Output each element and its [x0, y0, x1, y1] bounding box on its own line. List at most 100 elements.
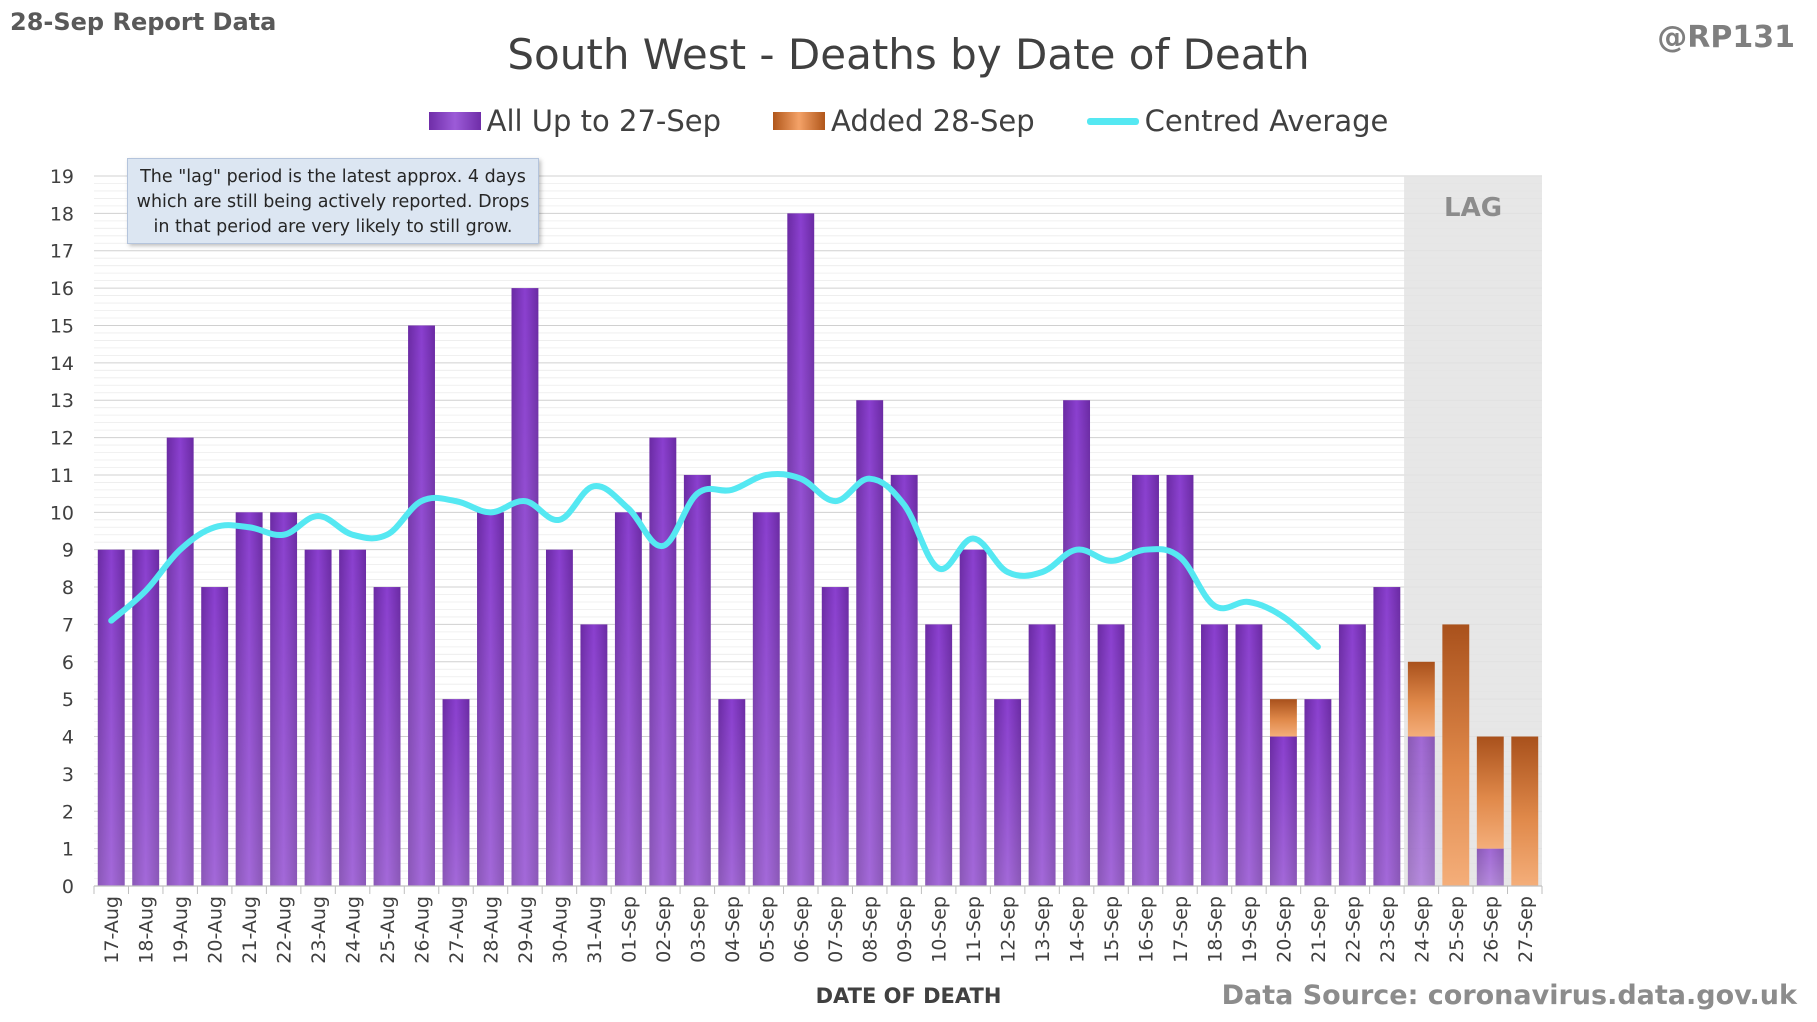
x-tick-label: 30-Aug	[549, 896, 571, 964]
x-tick-label: 19-Aug	[170, 896, 192, 964]
y-tick-label: 10	[50, 502, 74, 524]
bar-existing-sheen	[339, 549, 367, 886]
x-tick-label: 26-Aug	[412, 896, 434, 964]
y-tick-label: 8	[62, 577, 74, 599]
bar-added	[1407, 661, 1435, 737]
y-tick-label: 19	[50, 166, 74, 188]
legend-swatch-average	[1086, 117, 1139, 125]
bar-existing-sheen	[856, 400, 884, 886]
bar-added	[1476, 736, 1504, 849]
lag-note-box: The "lag" period is the latest approx. 4…	[127, 158, 539, 244]
x-tick-label: 06-Sep	[791, 896, 813, 963]
legend-item-average: Centred Average	[1086, 104, 1388, 138]
data-source-label: Data Source: coronavirus.data.gov.uk	[1221, 980, 1797, 1011]
bar-existing-sheen	[1407, 736, 1435, 886]
bar-existing-sheen	[1304, 699, 1332, 886]
x-tick-label: 22-Aug	[274, 896, 296, 964]
x-tick-label: 17-Sep	[1170, 896, 1192, 963]
bar-existing-sheen	[925, 624, 953, 886]
x-tick-label: 12-Sep	[998, 896, 1020, 963]
x-tick-label: 28-Aug	[480, 896, 502, 964]
x-tick-label: 01-Sep	[618, 896, 640, 963]
bar-existing-sheen	[166, 437, 194, 886]
average-line	[108, 471, 1321, 650]
bar-existing-sheen	[649, 437, 677, 886]
y-tick-label: 15	[50, 315, 74, 337]
legend-item-existing: All Up to 27-Sep	[428, 104, 722, 138]
bar-existing-sheen	[959, 549, 987, 886]
legend-swatch-added	[773, 112, 826, 130]
x-tick-label: 21-Aug	[239, 896, 261, 964]
bar-existing-sheen	[1063, 400, 1091, 886]
bar-existing-sheen	[683, 474, 711, 886]
y-tick-label: 14	[50, 353, 74, 375]
x-tick-label: 25-Sep	[1446, 896, 1468, 963]
legend-label-added: Added 28-Sep	[831, 104, 1035, 138]
x-tick-label: 13-Sep	[1032, 896, 1054, 963]
bar-added	[1511, 736, 1539, 886]
y-tick-label: 16	[50, 278, 74, 300]
x-tick-label: 05-Sep	[756, 896, 778, 963]
y-tick-label: 2	[62, 801, 74, 823]
x-tick-label: 21-Sep	[1308, 896, 1330, 963]
x-tick-label: 17-Aug	[101, 896, 123, 964]
y-tick-label: 4	[62, 727, 74, 749]
bar-existing-sheen	[477, 512, 504, 886]
bar-existing-sheen	[1338, 624, 1366, 886]
x-tick-label: 22-Sep	[1342, 896, 1364, 963]
y-tick-label: 13	[50, 390, 74, 412]
bar-existing-sheen	[545, 549, 573, 886]
bar-existing-sheen	[97, 549, 125, 886]
y-tick-label: 3	[62, 764, 74, 786]
bar-existing-sheen	[614, 512, 642, 886]
x-tick-label: 31-Aug	[584, 896, 606, 964]
bar-existing-sheen	[304, 549, 332, 886]
x-tick-label: 20-Sep	[1273, 896, 1295, 963]
bar-existing-sheen	[1097, 624, 1125, 886]
bar-added	[1269, 699, 1297, 737]
bar-existing-sheen	[1201, 624, 1228, 886]
legend-item-added: Added 28-Sep	[773, 104, 1035, 138]
bar-existing-sheen	[752, 512, 780, 886]
x-tick-label: 20-Aug	[205, 896, 227, 964]
x-tick-label: 18-Aug	[136, 896, 158, 964]
bar-added	[1442, 624, 1470, 886]
x-tick-label: 29-Aug	[515, 896, 537, 964]
x-tick-label: 03-Sep	[687, 896, 709, 963]
x-tick-label: 14-Sep	[1067, 896, 1089, 963]
x-tick-label: 23-Aug	[308, 896, 330, 964]
x-tick-label: 23-Sep	[1377, 896, 1399, 963]
y-tick-label: 0	[62, 876, 74, 898]
lag-label: LAG	[1444, 193, 1502, 223]
bar-existing-sheen	[821, 587, 849, 886]
bar-existing-sheen	[580, 624, 608, 886]
x-tick-label: 25-Aug	[377, 896, 399, 964]
x-axis-title: DATE OF DEATH	[815, 984, 1002, 1008]
legend-label-existing: All Up to 27-Sep	[486, 104, 722, 138]
legend-swatch-existing	[428, 112, 481, 130]
bar-existing-sheen	[994, 699, 1022, 886]
y-tick-label: 17	[50, 241, 74, 263]
x-tick-label: 19-Sep	[1239, 896, 1261, 963]
bar-existing-sheen	[890, 474, 918, 886]
chart-title: South West - Deaths by Date of Death	[507, 30, 1310, 79]
bar-existing-sheen	[442, 699, 470, 886]
x-tick-label: 09-Sep	[894, 896, 916, 963]
author-handle: @RP131	[1657, 20, 1795, 55]
x-tick-label: 27-Aug	[446, 896, 468, 964]
report-date-label: 28-Sep Report Data	[10, 8, 277, 36]
bar-existing-sheen	[1166, 474, 1194, 886]
bar-existing-sheen	[270, 512, 298, 886]
y-tick-label: 7	[62, 614, 74, 636]
x-tick-label: 16-Sep	[1136, 896, 1158, 963]
legend: All Up to 27-Sep Added 28-Sep Centred Av…	[0, 104, 1817, 138]
bar-existing-sheen	[511, 288, 539, 887]
x-tick-label: 24-Aug	[343, 896, 365, 964]
x-tick-label: 27-Sep	[1515, 896, 1537, 963]
bar-existing-sheen	[1373, 587, 1401, 886]
y-tick-label: 18	[50, 203, 74, 225]
y-tick-label: 5	[62, 689, 74, 711]
bar-existing-sheen	[132, 549, 160, 886]
x-tick-label: 07-Sep	[825, 896, 847, 963]
